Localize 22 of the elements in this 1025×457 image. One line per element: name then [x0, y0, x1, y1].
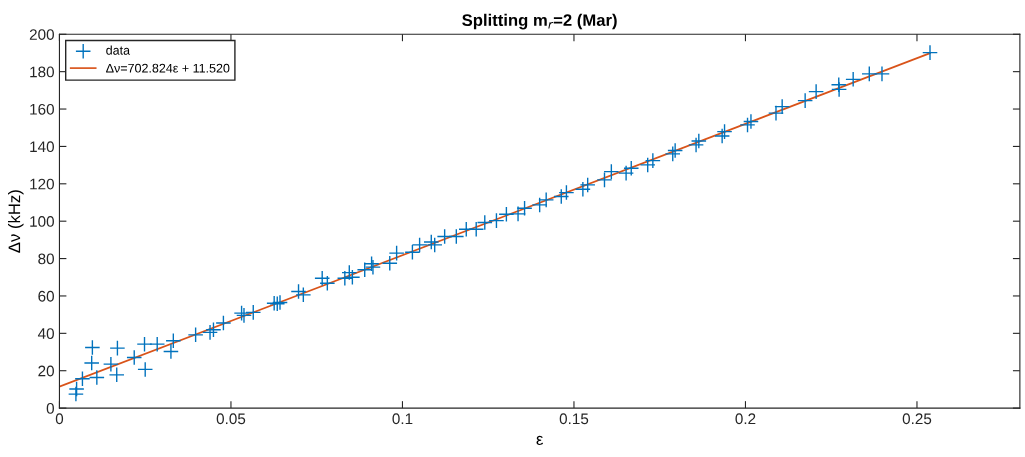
y-tick-label: 80	[38, 253, 54, 265]
x-tick-label: 0.05	[216, 413, 246, 425]
y-tick-label: 140	[30, 141, 54, 153]
y-tick-label: 160	[30, 103, 54, 115]
y-tick-label: 0	[46, 402, 54, 414]
chart-title: Splitting m$_{r}$=2 (Mar)	[462, 13, 617, 30]
y-tick-label: 100	[30, 216, 54, 227]
y-axis-title: Δν (kHz)	[8, 190, 24, 253]
y-tick-label: 200	[29, 29, 54, 40]
y-tick-label: 40	[37, 328, 54, 340]
x-tick-label: 0	[55, 413, 64, 425]
y-tick-label: 120	[30, 178, 54, 190]
y-tick-label: 180	[30, 66, 54, 78]
x-tick-label: 0.1	[392, 413, 413, 425]
legend-label: Δν=702.824ε + 11.520	[106, 63, 230, 73]
legend-label: data	[106, 45, 131, 55]
x-axis-title: ε	[536, 435, 544, 445]
x-tick-label: 0.25	[902, 413, 932, 425]
x-tick-label: 0.15	[559, 413, 589, 425]
y-tick-label: 60	[38, 290, 54, 302]
y-tick-label: 20	[38, 365, 54, 377]
x-tick-label: 0.2	[735, 413, 756, 425]
